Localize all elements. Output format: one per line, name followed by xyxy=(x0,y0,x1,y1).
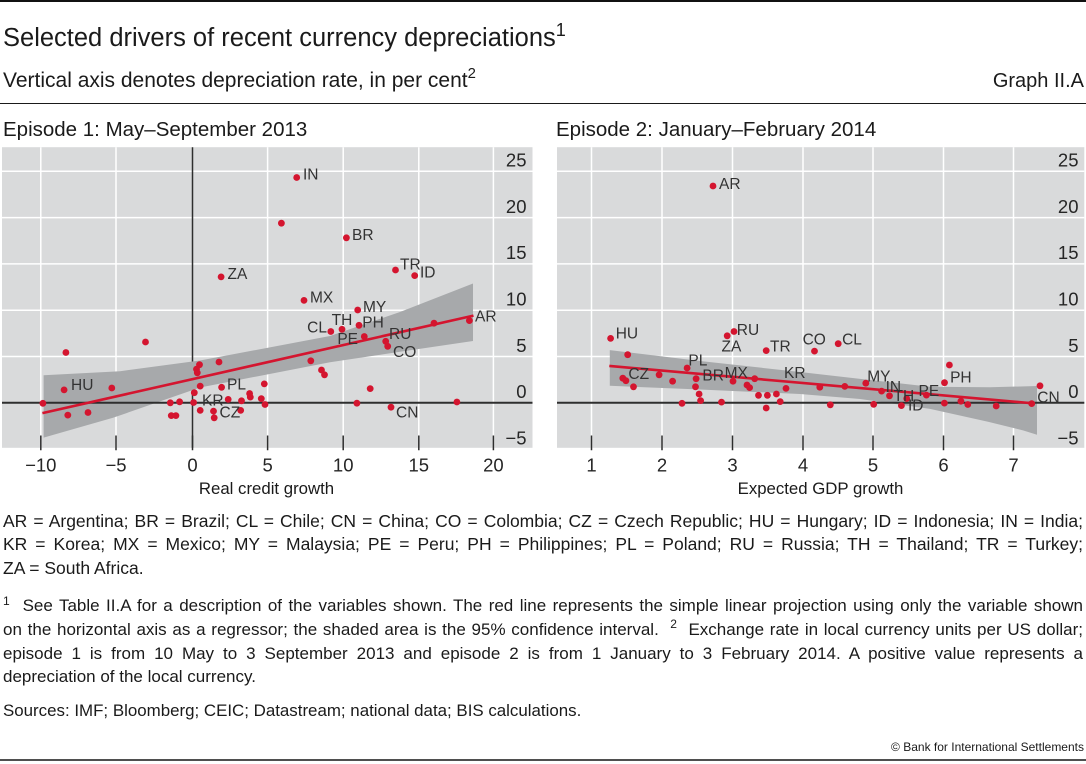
svg-text:TH: TH xyxy=(332,312,353,329)
svg-text:MY: MY xyxy=(867,368,890,385)
svg-text:7: 7 xyxy=(1008,455,1018,476)
svg-text:PH: PH xyxy=(950,370,972,387)
svg-text:TR: TR xyxy=(770,338,791,355)
svg-text:−10: −10 xyxy=(25,455,56,476)
svg-text:15: 15 xyxy=(506,242,527,263)
svg-text:HU: HU xyxy=(71,377,93,394)
svg-text:PH: PH xyxy=(362,315,384,332)
svg-text:15: 15 xyxy=(409,455,430,476)
svg-text:CO: CO xyxy=(393,344,416,361)
svg-text:TH: TH xyxy=(894,388,915,405)
svg-text:ZA: ZA xyxy=(722,338,742,355)
svg-text:25: 25 xyxy=(506,150,527,171)
svg-text:MY: MY xyxy=(363,299,386,316)
svg-text:−5: −5 xyxy=(505,427,526,448)
svg-text:−5: −5 xyxy=(105,455,126,476)
svg-text:2: 2 xyxy=(657,455,667,476)
svg-text:3: 3 xyxy=(727,455,737,476)
svg-text:PE: PE xyxy=(337,331,358,348)
svg-text:CN: CN xyxy=(1037,389,1059,406)
svg-text:PL: PL xyxy=(688,353,707,370)
svg-text:ID: ID xyxy=(908,397,924,414)
svg-text:AR: AR xyxy=(719,176,741,193)
svg-text:CZ: CZ xyxy=(628,366,649,383)
svg-text:CO: CO xyxy=(803,332,826,349)
svg-text:1: 1 xyxy=(586,455,596,476)
svg-text:0: 0 xyxy=(187,455,197,476)
svg-text:5: 5 xyxy=(516,335,526,356)
svg-text:4: 4 xyxy=(798,455,808,476)
svg-text:PE: PE xyxy=(919,383,940,400)
svg-text:RU: RU xyxy=(737,322,759,339)
svg-text:TR: TR xyxy=(400,257,421,274)
svg-text:CN: CN xyxy=(396,405,418,422)
svg-text:0: 0 xyxy=(516,381,526,402)
svg-text:Expected GDP growth: Expected GDP growth xyxy=(738,479,904,498)
svg-text:ID: ID xyxy=(420,265,436,282)
svg-text:−5: −5 xyxy=(1057,427,1078,448)
svg-text:HU: HU xyxy=(616,326,638,343)
svg-text:5: 5 xyxy=(1068,335,1078,356)
svg-text:20: 20 xyxy=(483,455,504,476)
svg-text:RU: RU xyxy=(389,326,411,343)
svg-text:0: 0 xyxy=(1068,381,1078,402)
svg-text:Real credit growth: Real credit growth xyxy=(199,479,334,498)
svg-text:10: 10 xyxy=(1058,289,1079,310)
svg-text:20: 20 xyxy=(506,196,527,217)
svg-text:MX: MX xyxy=(310,290,334,307)
svg-text:KR: KR xyxy=(784,365,806,382)
svg-text:5: 5 xyxy=(262,455,272,476)
svg-text:ZA: ZA xyxy=(228,266,248,283)
svg-text:6: 6 xyxy=(938,455,948,476)
svg-text:CL: CL xyxy=(307,320,327,337)
svg-text:CL: CL xyxy=(842,332,862,349)
svg-text:BR: BR xyxy=(352,227,374,244)
svg-text:KR: KR xyxy=(202,393,224,410)
svg-text:IN: IN xyxy=(303,167,319,184)
svg-text:CZ: CZ xyxy=(220,405,241,422)
svg-text:IN: IN xyxy=(886,379,902,396)
svg-text:5: 5 xyxy=(868,455,878,476)
svg-text:MX: MX xyxy=(725,365,749,382)
svg-text:BR: BR xyxy=(702,368,724,385)
svg-text:20: 20 xyxy=(1058,196,1079,217)
svg-text:15: 15 xyxy=(1058,242,1079,263)
svg-text:PL: PL xyxy=(227,377,246,394)
svg-text:10: 10 xyxy=(333,455,354,476)
svg-text:AR: AR xyxy=(475,309,497,326)
svg-text:10: 10 xyxy=(506,289,527,310)
svg-text:25: 25 xyxy=(1058,150,1079,171)
